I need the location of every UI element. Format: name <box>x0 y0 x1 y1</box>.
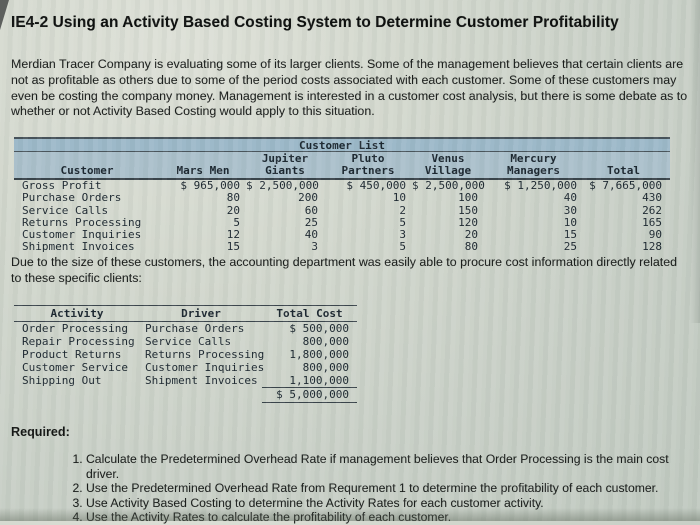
cell: 10 <box>563 215 577 229</box>
activity-cost-table: Activity Driver Total Cost Order Process… <box>14 305 357 403</box>
cell: Customer Inquiries <box>145 361 265 374</box>
cell: Shipping Out <box>22 374 102 388</box>
column-header-pluto-partners: Pluto Partners <box>324 151 412 181</box>
problem-title: IE4-2 Using an Activity Based Costing Sy… <box>11 14 619 31</box>
column-header-total: Total <box>583 151 671 181</box>
cell: 25 <box>563 240 577 254</box>
table-row: Returns Processing 5 25 5 120 10 165 <box>14 215 670 229</box>
cell: 20 <box>226 203 240 217</box>
requirement-item: Calculate the Predetermined Overhead Rat… <box>86 452 700 481</box>
cell: $ 965,000 <box>180 179 240 193</box>
cell: $ 500,000 <box>289 322 349 335</box>
cell: 128 <box>642 240 663 254</box>
table-row: Shipment Invoices 15 3 5 80 25 128 <box>14 240 670 254</box>
cell: 15 <box>563 228 577 241</box>
cell: 262 <box>642 203 663 217</box>
cell: $ 2,500,000 <box>246 179 319 193</box>
row-label: Shipment Invoices <box>22 240 135 254</box>
cell: 40 <box>563 191 577 205</box>
cell: 25 <box>304 215 318 229</box>
cell: 5 <box>399 240 406 254</box>
cell: Service Calls <box>145 335 232 348</box>
requirement-item: Use Activity Based Costing to determine … <box>86 496 700 511</box>
table-row: Order Processing Purchase Orders $ 500,0… <box>14 322 357 336</box>
column-header-jupiter-giants: Jupiter Giants <box>246 151 324 181</box>
table-header-row: Activity Driver Total Cost <box>14 305 357 322</box>
cell: 5 <box>233 215 240 229</box>
row-label: Customer Inquiries <box>22 228 142 241</box>
table-row: Product Returns Returns Processing 1,800… <box>14 348 357 361</box>
requirement-item: Use the Predetermined Overhead Rate from… <box>86 481 700 496</box>
total-row: $ 5,000,000 <box>14 387 357 403</box>
cell: Product Returns <box>22 348 122 361</box>
grand-total-value: $ 5,000,000 <box>262 387 357 403</box>
cell: 80 <box>464 240 478 254</box>
cell: 800,000 <box>302 361 349 374</box>
column-header-activity: Activity <box>14 305 140 322</box>
column-header-total-cost: Total Cost <box>262 305 357 322</box>
cell: 2 <box>399 203 406 217</box>
cell: $ 1,250,000 <box>504 179 577 193</box>
table-row: Customer Service Customer Inquiries 800,… <box>14 361 357 374</box>
cell: 90 <box>648 228 663 241</box>
cell: 15 <box>226 240 240 254</box>
cell: 430 <box>642 191 663 205</box>
column-header-mars-men: Mars Men <box>160 151 246 181</box>
table-caption-row: Customer List <box>14 137 671 153</box>
cell: 40 <box>304 228 318 241</box>
cell: 120 <box>458 215 478 229</box>
column-header-venus-village: Venus Village <box>412 151 484 181</box>
customer-list-caption: Customer List <box>14 137 671 153</box>
table-row: Gross Profit $ 965,000 $ 2,500,000 $ 450… <box>14 179 670 192</box>
photo-edge-artifact <box>0 0 9 30</box>
cell: 200 <box>298 191 318 205</box>
cell: 1,800,000 <box>289 348 349 361</box>
cell: 10 <box>392 191 406 205</box>
requirement-item: Use the Activity Rates to calculate the … <box>86 510 700 525</box>
cell: 30 <box>563 203 577 217</box>
cell: 150 <box>458 203 478 217</box>
table-row: Shipping Out Shipment Invoices 1,100,000 <box>14 374 357 388</box>
cell: Purchase Orders <box>145 322 245 335</box>
cell: 5 <box>399 215 406 229</box>
cell: $ 7,665,000 <box>589 179 663 193</box>
cell: Repair Processing <box>22 335 135 348</box>
required-heading: Required: <box>11 425 70 439</box>
column-header-driver: Driver <box>140 305 262 322</box>
cell: 20 <box>464 228 478 241</box>
row-label: Returns Processing <box>22 215 142 229</box>
cost-info-note: Due to the size of these customers, the … <box>11 255 677 286</box>
row-label: Gross Profit <box>22 179 102 193</box>
cell: $ 450,000 <box>346 179 406 193</box>
requirements-list: Calculate the Predetermined Overhead Rat… <box>0 452 700 525</box>
row-label: Service Calls <box>22 203 109 217</box>
cell: 60 <box>304 203 318 217</box>
cell: 100 <box>458 191 478 205</box>
cell: 3 <box>311 240 318 254</box>
row-label: Purchase Orders <box>22 191 122 205</box>
cell: Customer Service <box>22 361 128 374</box>
table-header-row: Customer Mars Men Jupiter Giants Pluto P… <box>14 151 671 181</box>
cell: Returns Processing <box>145 348 265 361</box>
cell: 3 <box>399 228 406 241</box>
table-row: Customer Inquiries 12 40 3 20 15 90 <box>14 228 670 241</box>
cell: $ 2,500,000 <box>412 179 485 193</box>
table-row: Repair Processing Service Calls 800,000 <box>14 335 357 348</box>
intro-paragraph: Merdian Tracer Company is evaluating som… <box>11 57 688 119</box>
cell: Order Processing <box>22 322 128 335</box>
cell: 800,000 <box>302 335 349 348</box>
table-row: Purchase Orders 80 200 10 100 40 430 <box>14 192 670 204</box>
cell: 165 <box>642 215 663 229</box>
column-header-customer: Customer <box>14 151 160 181</box>
cell: Shipment Invoices <box>145 374 258 388</box>
table-row: Service Calls 20 60 2 150 30 262 <box>14 203 670 217</box>
customer-list-table: Customer List Customer Mars Men Jupiter … <box>14 137 671 254</box>
column-header-mercury-managers: Mercury Managers <box>484 151 583 181</box>
cell: 12 <box>226 228 240 241</box>
cell: 80 <box>226 191 240 205</box>
cell: 1,100,000 <box>262 374 357 388</box>
